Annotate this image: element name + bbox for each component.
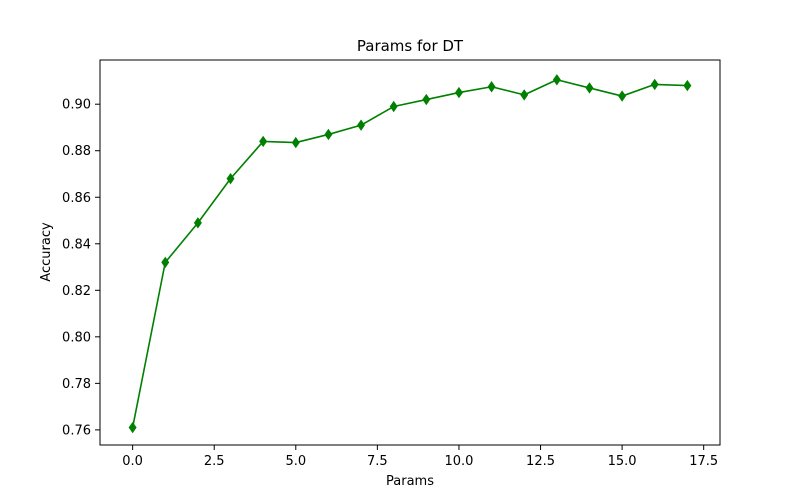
x-tick-label: 12.5 bbox=[526, 454, 555, 469]
x-axis-ticks: 0.0 2.5 5.0 7.5 10.0 12.5 15.0 17.5 bbox=[122, 445, 718, 469]
x-tick-label: 17.5 bbox=[689, 454, 718, 469]
data-point-marker bbox=[161, 256, 170, 269]
x-axis-label: Params bbox=[386, 474, 434, 489]
x-tick-label: 2.5 bbox=[204, 454, 225, 469]
plot-frame bbox=[99, 59, 721, 446]
y-axis-label: Accuracy bbox=[39, 222, 54, 282]
data-point-marker bbox=[552, 74, 561, 86]
x-tick-label: 10.0 bbox=[444, 454, 473, 469]
data-point-marker bbox=[259, 135, 268, 148]
data-point-marker bbox=[585, 82, 594, 94]
x-tick-label: 5.0 bbox=[285, 454, 306, 469]
y-axis-ticks: 0.76 0.78 0.80 0.82 0.84 0.86 0.88 0.90 bbox=[62, 98, 100, 438]
y-tick-label: 0.84 bbox=[62, 237, 91, 252]
y-tick-label: 0.80 bbox=[62, 330, 91, 345]
data-point-marker bbox=[357, 119, 366, 131]
x-tick-label: 0.0 bbox=[122, 454, 143, 469]
data-point-marker bbox=[291, 136, 300, 149]
data-point-marker bbox=[422, 93, 431, 106]
data-point-marker bbox=[520, 89, 529, 101]
data-point-marker bbox=[487, 81, 496, 93]
series-layer bbox=[128, 74, 692, 434]
y-tick-label: 0.88 bbox=[62, 144, 91, 159]
y-tick-label: 0.82 bbox=[62, 284, 91, 299]
data-point-marker bbox=[128, 421, 137, 434]
chart-title: Params for DT bbox=[357, 37, 464, 55]
series-line bbox=[131, 78, 688, 428]
data-point-marker bbox=[389, 100, 398, 113]
data-point-marker bbox=[324, 128, 333, 141]
data-point-marker bbox=[454, 86, 463, 99]
data-point-marker bbox=[683, 79, 692, 92]
y-tick-label: 0.90 bbox=[62, 98, 91, 113]
data-point-marker bbox=[618, 90, 627, 102]
x-tick-label: 15.0 bbox=[608, 454, 637, 469]
y-tick-label: 0.86 bbox=[62, 191, 91, 206]
y-tick-label: 0.78 bbox=[62, 377, 91, 392]
data-point-marker bbox=[226, 172, 235, 185]
data-point-marker bbox=[193, 217, 202, 229]
data-point-marker bbox=[650, 78, 659, 91]
y-tick-label: 0.76 bbox=[62, 423, 91, 438]
x-tick-label: 7.5 bbox=[367, 454, 388, 469]
